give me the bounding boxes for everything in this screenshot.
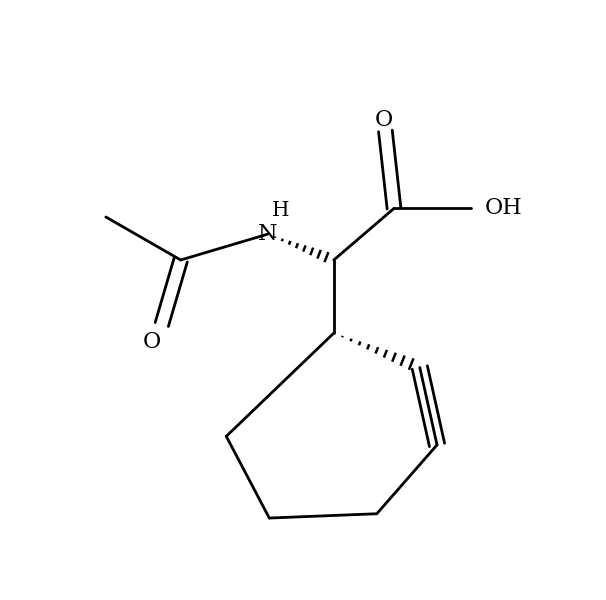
Text: N: N <box>258 223 278 245</box>
Text: H: H <box>271 202 289 220</box>
Text: O: O <box>375 109 393 131</box>
Text: OH: OH <box>484 197 522 220</box>
Text: O: O <box>142 331 161 353</box>
